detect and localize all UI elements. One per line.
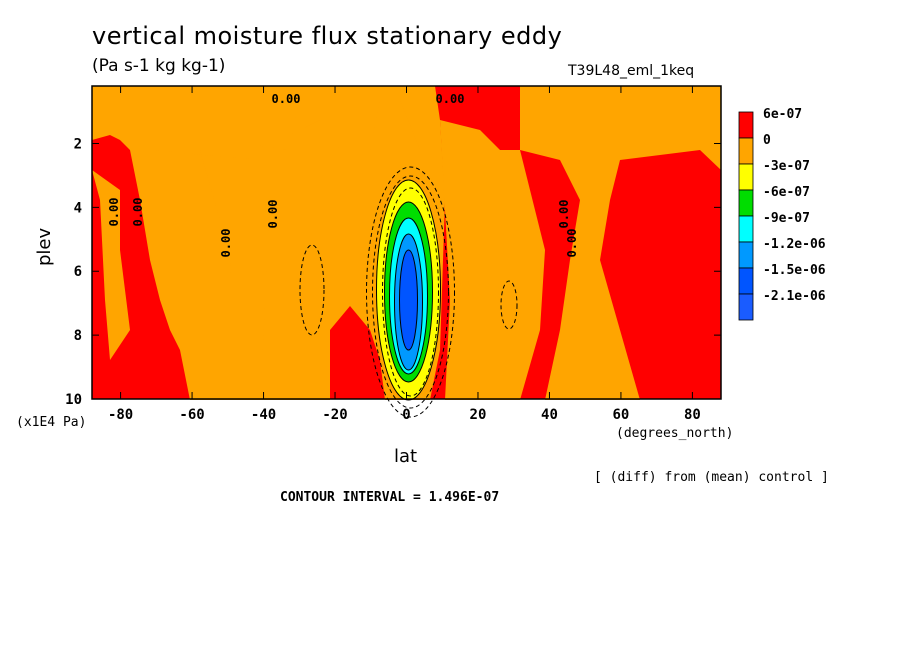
legend-label-7: -2.1e-06 [763,289,826,304]
x-axis-label: lat [394,446,418,467]
x-tick-label-4: 0 [402,407,410,423]
legend-swatch-5 [738,241,754,269]
near-zero-region-7 [600,260,640,400]
near-zero-region-6 [440,120,545,400]
x-tick-label-7: 60 [613,407,630,423]
legend-swatch-0 [738,111,754,139]
legend-swatch-6 [738,267,754,295]
x-axis-units: (degrees_north) [616,426,734,441]
run-label: T39L48_eml_1keq [568,63,695,79]
x-tick-label-0: -80 [108,407,133,423]
dashed-contour-west [299,244,325,336]
x-tick-label-1: -60 [179,407,204,423]
contour-label-0: 0.00 [272,92,301,106]
legend-swatch-2 [738,163,754,191]
axis-ticks: -80 -60 -40 -20 0 20 40 60 80 2 4 6 8 10 [65,86,721,423]
contour-label-1: 0.00 [436,92,465,106]
source-note: [ (diff) from (mean) control ] [594,470,829,485]
legend-label-3: -6e-07 [763,185,810,200]
near-zero-region-3 [92,170,130,360]
y-tick-label-2: 6 [74,264,82,280]
contour-label-3: 0.00 [131,198,145,227]
y-tick-label-1: 4 [74,200,82,216]
dashed-contour-1 [372,175,449,409]
contour-label-6: 0.00 [557,200,571,229]
contour-label-2: 0.00 [107,198,121,227]
contour-label-5: 0.00 [266,200,280,229]
contour-interval-note: CONTOUR INTERVAL = 1.496E-07 [280,490,500,505]
y-tick-label-0: 2 [74,136,82,152]
legend-label-6: -1.5e-06 [763,263,826,278]
legend-label-0: 6e-07 [763,107,802,122]
color-legend: 6e-07 0 -3e-07 -6e-07 -9e-07 -1.2e-06 -1.5e-06… [738,107,826,321]
dashed-contour-2 [382,187,439,397]
x-tick-label-6: 40 [541,407,558,423]
dashed-contour-east [500,280,518,330]
legend-label-4: -9e-07 [763,211,810,226]
negative-contour-4 [399,249,418,351]
x-tick-label-3: -20 [322,407,347,423]
dashed-contour-0 [366,166,455,418]
near-zero-region-5 [520,86,721,400]
contour-label-4: 0.00 [219,229,233,258]
contour-field: 0.00 0.000.00 0.000.000.00 0.000.00 [92,86,721,418]
x-tick-label-2: -40 [251,407,276,423]
legend-label-2: -3e-07 [763,159,810,174]
y-tick-label-3: 8 [74,328,82,344]
legend-swatch-4 [738,215,754,243]
contour-label-7: 0.00 [565,229,579,258]
chart-units: (Pa s-1 kg kg-1) [92,56,226,76]
chart-title: vertical moisture flux stationary eddy [92,22,563,50]
near-zero-region-4 [150,150,270,400]
near-zero-region-1 [92,86,130,150]
x-tick-label-5: 20 [470,407,487,423]
legend-label-1: 0 [763,133,771,148]
legend-swatch-1 [738,137,754,165]
near-zero-region-2 [150,86,435,150]
legend-swatch-3 [738,189,754,217]
legend-label-5: -1.2e-06 [763,237,826,252]
legend-swatch-7 [738,293,754,321]
y-axis-label: plev [34,227,55,266]
y-tick-label-4: 10 [65,392,82,408]
x-tick-label-8: 80 [684,407,701,423]
y-axis-units: (x1E4 Pa) [16,415,87,430]
